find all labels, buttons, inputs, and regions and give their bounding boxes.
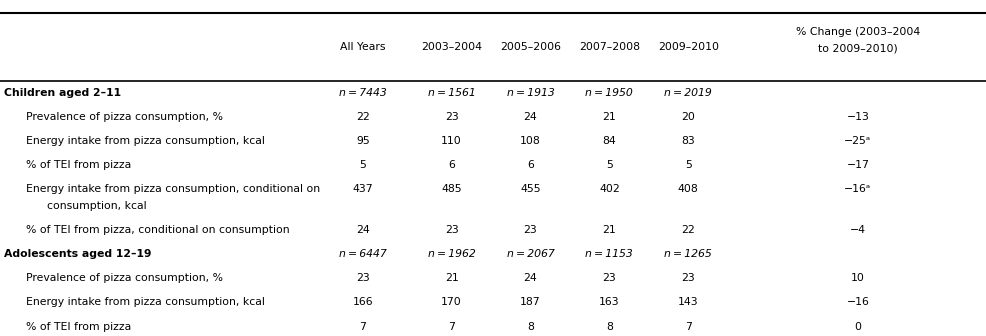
Text: 170: 170 [441,297,462,307]
Text: 110: 110 [441,136,462,146]
Text: 24: 24 [356,225,370,235]
Text: 166: 166 [353,297,373,307]
Text: 24: 24 [524,273,537,283]
Text: 2003–2004: 2003–2004 [421,42,482,52]
Text: Adolescents aged 12–19: Adolescents aged 12–19 [4,249,152,259]
Text: n = 1265: n = 1265 [665,249,712,259]
Text: n = 1913: n = 1913 [507,88,554,98]
Text: 8: 8 [606,322,612,332]
Text: 21: 21 [445,273,458,283]
Text: Prevalence of pizza consumption, %: Prevalence of pizza consumption, % [26,273,223,283]
Text: % of TEI from pizza, conditional on consumption: % of TEI from pizza, conditional on cons… [26,225,289,235]
Text: −25ᵃ: −25ᵃ [844,136,872,146]
Text: 22: 22 [681,225,695,235]
Text: 2009–2010: 2009–2010 [658,42,719,52]
Text: % Change (2003–2004: % Change (2003–2004 [796,27,920,37]
Text: n = 7443: n = 7443 [339,88,387,98]
Text: 23: 23 [681,273,695,283]
Text: Energy intake from pizza consumption, kcal: Energy intake from pizza consumption, kc… [26,136,264,146]
Text: 7: 7 [449,322,455,332]
Text: 143: 143 [678,297,698,307]
Text: 437: 437 [353,184,373,194]
Text: Energy intake from pizza consumption, conditional on: Energy intake from pizza consumption, co… [26,184,319,194]
Text: consumption, kcal: consumption, kcal [47,202,147,211]
Text: n = 1561: n = 1561 [428,88,475,98]
Text: % of TEI from pizza: % of TEI from pizza [26,160,131,170]
Text: 23: 23 [356,273,370,283]
Text: 21: 21 [602,225,616,235]
Text: 455: 455 [521,184,540,194]
Text: 23: 23 [524,225,537,235]
Text: 7: 7 [360,322,366,332]
Text: 23: 23 [445,112,458,122]
Text: 10: 10 [851,273,865,283]
Text: 22: 22 [356,112,370,122]
Text: 187: 187 [521,297,540,307]
Text: Energy intake from pizza consumption, kcal: Energy intake from pizza consumption, kc… [26,297,264,307]
Text: 163: 163 [599,297,619,307]
Text: −16ᵃ: −16ᵃ [844,184,872,194]
Text: % of TEI from pizza: % of TEI from pizza [26,322,131,332]
Text: Prevalence of pizza consumption, %: Prevalence of pizza consumption, % [26,112,223,122]
Text: −4: −4 [850,225,866,235]
Text: 84: 84 [602,136,616,146]
Text: All Years: All Years [340,42,386,52]
Text: 2005–2006: 2005–2006 [500,42,561,52]
Text: 408: 408 [677,184,699,194]
Text: n = 1962: n = 1962 [428,249,475,259]
Text: 83: 83 [681,136,695,146]
Text: 6: 6 [449,160,455,170]
Text: 108: 108 [520,136,541,146]
Text: 2007–2008: 2007–2008 [579,42,640,52]
Text: 6: 6 [528,160,533,170]
Text: 24: 24 [524,112,537,122]
Text: 5: 5 [685,160,691,170]
Text: 23: 23 [602,273,616,283]
Text: −17: −17 [846,160,870,170]
Text: 0: 0 [854,322,862,332]
Text: 20: 20 [681,112,695,122]
Text: n = 2067: n = 2067 [507,249,554,259]
Text: 7: 7 [685,322,691,332]
Text: −16: −16 [846,297,870,307]
Text: n = 2019: n = 2019 [665,88,712,98]
Text: n = 1153: n = 1153 [586,249,633,259]
Text: 95: 95 [356,136,370,146]
Text: n = 6447: n = 6447 [339,249,387,259]
Text: Children aged 2–11: Children aged 2–11 [4,88,121,98]
Text: 485: 485 [442,184,461,194]
Text: 8: 8 [528,322,533,332]
Text: 5: 5 [606,160,612,170]
Text: 21: 21 [602,112,616,122]
Text: 402: 402 [599,184,620,194]
Text: 5: 5 [360,160,366,170]
Text: −13: −13 [846,112,870,122]
Text: n = 1950: n = 1950 [586,88,633,98]
Text: to 2009–2010): to 2009–2010) [818,44,897,54]
Text: 23: 23 [445,225,458,235]
